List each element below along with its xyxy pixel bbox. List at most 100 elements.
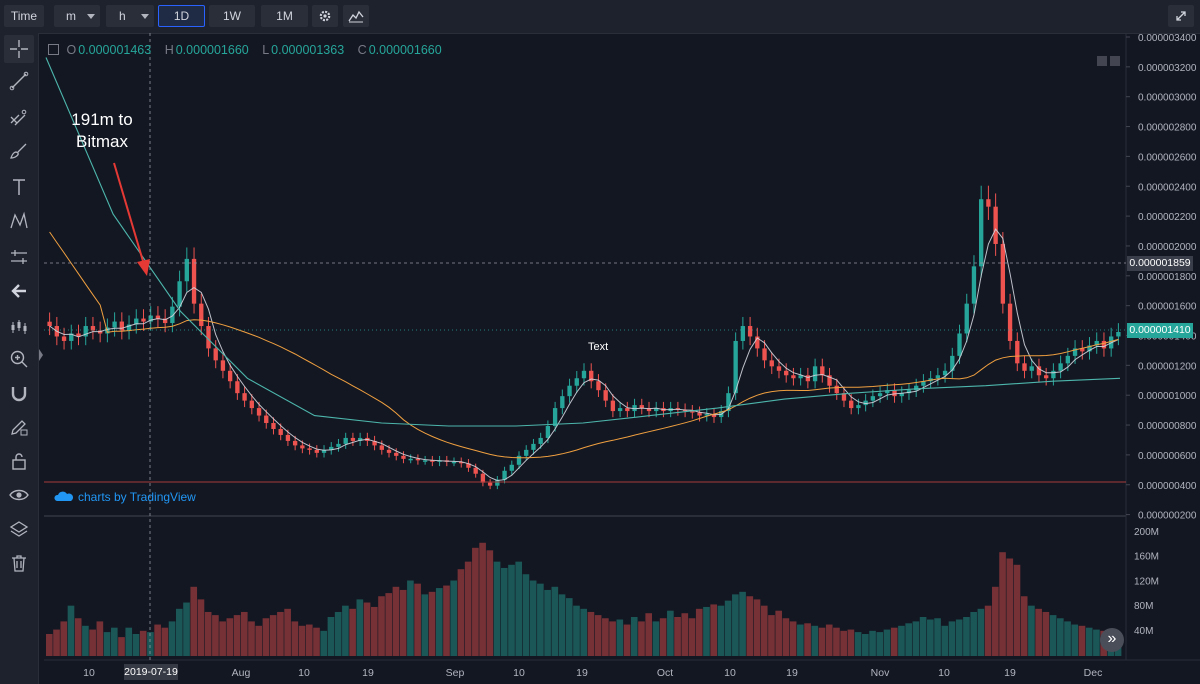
chart-type-tool[interactable] xyxy=(4,313,34,341)
candle-body xyxy=(747,326,753,337)
collapse-handle xyxy=(39,349,43,361)
interval-1w-button[interactable]: 1W xyxy=(209,5,255,27)
visibility-tool[interactable] xyxy=(4,481,34,509)
candle-body xyxy=(271,423,276,429)
high-label: H xyxy=(164,43,174,57)
delete-tool[interactable] xyxy=(4,549,34,577)
candle-body xyxy=(76,333,81,337)
interval-1m-button[interactable]: 1M xyxy=(261,5,308,27)
lock-drawings-tool[interactable] xyxy=(4,413,34,441)
magnet-tool[interactable] xyxy=(4,379,34,407)
settings-button[interactable] xyxy=(312,5,338,27)
trendline-tool[interactable] xyxy=(4,67,34,95)
back-tool[interactable] xyxy=(4,277,34,305)
minutes-dropdown[interactable]: m xyxy=(54,5,100,27)
layers-tool[interactable] xyxy=(4,515,34,543)
drawing-toolbar xyxy=(0,33,39,684)
candle-body xyxy=(567,385,572,397)
volume-bar xyxy=(1006,558,1014,656)
expand-icon xyxy=(1176,11,1186,21)
brush-tool[interactable] xyxy=(4,137,34,165)
time-tick-label: Nov xyxy=(871,667,890,679)
trash-icon xyxy=(12,555,26,572)
volume-bar xyxy=(277,611,284,656)
candle-body xyxy=(126,324,132,331)
candle-body xyxy=(964,303,969,334)
candle-body xyxy=(762,348,767,361)
price-tick-label: 0.000000200 xyxy=(1138,511,1197,522)
candle-body xyxy=(249,400,254,409)
volume-bar xyxy=(240,611,248,656)
tradingview-branding[interactable]: charts by TradingView xyxy=(54,490,196,504)
annotation-text[interactable]: 191m to Bitmax xyxy=(62,109,142,153)
time-tick-label: 10 xyxy=(513,667,525,679)
crosshair-tool[interactable] xyxy=(4,35,34,63)
time-tick-label: 10 xyxy=(938,667,950,679)
volume-bar xyxy=(919,617,927,656)
text-annotation[interactable]: Text xyxy=(588,341,609,353)
volume-bar xyxy=(82,625,89,656)
lock-tool[interactable] xyxy=(4,447,34,475)
candle-body xyxy=(386,449,392,453)
candle-body xyxy=(502,470,507,480)
candle-body xyxy=(827,375,832,386)
candle-body xyxy=(372,440,377,446)
fullscreen-button[interactable] xyxy=(1168,5,1194,27)
candle-body xyxy=(227,370,233,382)
candle-body xyxy=(162,318,168,324)
candle-body xyxy=(184,258,189,282)
crosshair-date-label: 2019-07-19 xyxy=(124,664,178,680)
candles-icon xyxy=(11,320,27,334)
close-value: 0.000001660 xyxy=(368,43,442,57)
candle-body xyxy=(141,318,146,322)
pitchfork-tool[interactable] xyxy=(4,103,34,131)
volume-bar xyxy=(175,608,183,656)
ma-slow-line xyxy=(45,57,1121,427)
measure-tool[interactable] xyxy=(4,243,34,271)
volume-bar xyxy=(1057,618,1064,656)
candle-body xyxy=(906,390,912,394)
volume-bar xyxy=(327,617,335,656)
volume-bar xyxy=(1020,596,1028,656)
price-tick-label: 0.000001200 xyxy=(1138,361,1197,372)
volume-bar xyxy=(883,629,891,656)
candle-body xyxy=(112,321,117,328)
volume-bar xyxy=(67,605,75,656)
volume-bar xyxy=(255,625,263,656)
volume-bar xyxy=(703,606,710,656)
volume-bar xyxy=(565,598,573,656)
volume-bar xyxy=(580,608,588,656)
volume-bar xyxy=(60,621,68,656)
interval-1d-button[interactable]: 1D xyxy=(158,5,205,27)
annotation-line: 191m to xyxy=(71,110,133,129)
scroll-to-realtime-button[interactable]: » xyxy=(1100,628,1124,652)
volume-bar xyxy=(298,625,306,656)
zoom-tool[interactable] xyxy=(4,345,34,373)
candle-body xyxy=(892,390,897,397)
close-label: C xyxy=(357,43,367,57)
indicators-button[interactable] xyxy=(343,5,369,27)
time-tick-label: Dec xyxy=(1084,667,1103,679)
candle-body xyxy=(242,393,247,401)
candle-body xyxy=(711,414,717,418)
volume-bar xyxy=(305,624,313,656)
candle-body xyxy=(863,400,868,406)
volume-bar xyxy=(529,580,537,656)
hours-dropdown[interactable]: h xyxy=(106,5,154,27)
price-tick-label: 0.000000800 xyxy=(1138,421,1197,432)
candle-body xyxy=(524,449,529,456)
candle-body xyxy=(560,396,565,409)
volume-bar xyxy=(710,604,717,656)
volume-bar xyxy=(760,605,768,656)
candle-body xyxy=(870,396,876,401)
volume-bar xyxy=(739,591,746,656)
text-tool[interactable] xyxy=(4,173,34,201)
pattern-tool[interactable] xyxy=(4,207,34,235)
time-button[interactable]: Time xyxy=(4,5,44,27)
candle-body xyxy=(935,375,941,379)
volume-bar xyxy=(537,583,544,656)
volume-bar xyxy=(544,589,551,656)
volume-bar xyxy=(833,627,840,656)
price-tick-label: 0.000000600 xyxy=(1138,451,1197,462)
